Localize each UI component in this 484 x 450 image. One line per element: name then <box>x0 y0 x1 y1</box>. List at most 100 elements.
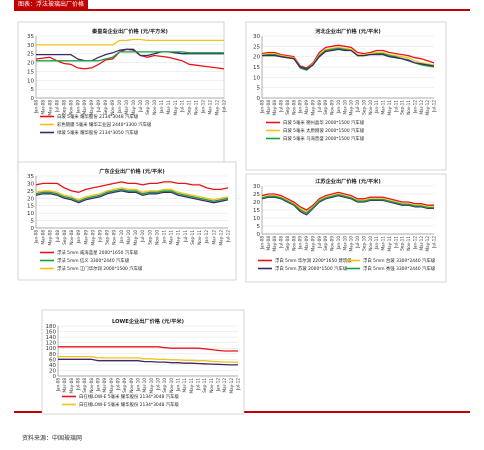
y-tick-label: 30 <box>253 184 260 190</box>
series-line-3 <box>58 358 238 366</box>
x-tick-label: Mar-09 <box>304 100 309 115</box>
top-rule <box>14 9 470 11</box>
x-tick-label: Jul-12 <box>432 236 437 249</box>
y-tick-label: 35 <box>27 174 34 180</box>
x-tick-label: May-11 <box>387 236 392 252</box>
x-tick-label: Mar-12 <box>419 100 424 115</box>
x-tick-label: Mar-12 <box>208 100 213 115</box>
x-tick-label: Sep-08 <box>62 230 67 245</box>
series-line-3 <box>35 187 229 201</box>
x-tick-label: Jan-11 <box>374 100 379 115</box>
y-tick-label: 35 <box>27 34 34 40</box>
x-tick-label: Jul-11 <box>393 236 398 249</box>
x-tick-label: May-10 <box>349 236 354 252</box>
x-tick-label: Jul-09 <box>96 100 101 113</box>
x-tick-label: Jul-10 <box>156 378 161 391</box>
x-tick-label: May-09 <box>310 100 315 116</box>
x-tick-label: Jul-11 <box>180 100 185 113</box>
x-tick-label: Mar-08 <box>40 100 45 115</box>
x-tick-label: Sep-08 <box>82 378 87 393</box>
y-tick-label: 15 <box>27 69 34 75</box>
x-tick-label: Jan-11 <box>374 236 379 251</box>
x-tick-label: Jul-09 <box>317 100 322 113</box>
x-tick-label: Jul-12 <box>226 230 231 243</box>
chart-title: 江苏企业出厂价格 (元/平米) <box>315 177 381 185</box>
x-tick-label: Jul-11 <box>183 230 188 243</box>
x-tick-label: Nov-09 <box>330 236 335 251</box>
x-tick-label: May-08 <box>48 230 53 246</box>
chart-frame <box>245 173 447 283</box>
x-tick-label: Jul-12 <box>236 378 241 391</box>
y-tick-label: 40 <box>49 363 56 369</box>
x-tick-label: Mar-09 <box>82 100 87 115</box>
x-tick-label: Jan-08 <box>34 100 39 115</box>
x-tick-label: Jan-11 <box>162 230 167 245</box>
x-tick-label: Mar-10 <box>124 100 129 115</box>
x-tick-label: May-08 <box>272 100 277 116</box>
y-tick-label: 20 <box>253 200 260 206</box>
series-line-2 <box>36 38 224 46</box>
legend-label: 浮法 5mm 信义 3300*2440 汽车级 <box>57 257 130 264</box>
y-tick-label: 10 <box>253 75 260 81</box>
x-tick-label: Jul-10 <box>355 236 360 249</box>
x-tick-label: Mar-12 <box>211 230 216 245</box>
x-tick-label: Mar-12 <box>222 378 227 393</box>
y-tick-label: 20 <box>49 368 56 374</box>
legend-label: 彩色镀膜 5毫米 耀华工业园 2440*3300 汽车级 <box>57 121 152 128</box>
chart-title: 秦皇岛企业出厂价格 (元/平方米) <box>91 27 168 35</box>
legend-label: 白玻 5毫米 乌海晋盛 2000*1500 汽车级 <box>283 135 365 142</box>
x-tick-label: Jul-10 <box>140 230 145 243</box>
series-line-4 <box>261 194 434 214</box>
series-line-1 <box>58 346 238 352</box>
y-tick-label: 25 <box>27 52 34 58</box>
series-line-2 <box>58 355 238 363</box>
x-tick-label: Jan-08 <box>56 378 61 393</box>
x-tick-label: Mar-08 <box>266 100 271 115</box>
x-tick-label: Sep-10 <box>162 378 167 393</box>
y-tick-label: 25 <box>253 44 260 50</box>
y-tick-label: 0 <box>31 96 35 102</box>
x-tick-label: Jan-12 <box>412 100 417 115</box>
series-line-2 <box>261 46 435 70</box>
y-tick-label: 20 <box>27 61 34 67</box>
y-tick-label: 0 <box>31 226 35 232</box>
x-tick-label: Mar-08 <box>62 378 67 393</box>
x-tick-label: Jul-09 <box>116 378 121 391</box>
x-tick-label: Mar-09 <box>83 230 88 245</box>
x-tick-label: Jan-09 <box>298 100 303 115</box>
x-tick-label: Jul-09 <box>98 230 103 243</box>
legend-label: 浮白 5mm 台玻 3300*2440 汽车级 <box>363 257 436 264</box>
x-tick-label: Nov-10 <box>368 236 373 251</box>
y-tick-label: 15 <box>27 204 34 210</box>
x-tick-label: Nov-08 <box>291 236 296 251</box>
x-tick-label: May-10 <box>149 378 154 394</box>
chart-5: LOWE企业出厂价格 (元/平米) 02040608010012014016018… <box>41 309 245 415</box>
x-tick-label: Nov-09 <box>330 100 335 115</box>
chart-frame <box>245 21 447 171</box>
x-tick-label: Nov-08 <box>68 100 73 115</box>
y-tick-label: 10 <box>27 78 34 84</box>
x-tick-label: Mar-10 <box>342 236 347 251</box>
x-tick-label: Sep-11 <box>187 100 192 115</box>
x-tick-label: Jan-09 <box>75 100 80 115</box>
series-line-1 <box>261 44 435 69</box>
x-tick-label: Jan-08 <box>260 236 265 251</box>
x-tick-label: Jan-12 <box>412 236 417 251</box>
y-tick-label: 20 <box>253 55 260 61</box>
x-tick-label: Nov-10 <box>152 100 157 115</box>
x-tick-label: May-11 <box>173 100 178 116</box>
x-tick-label: Sep-10 <box>361 236 366 251</box>
series-line-3 <box>261 194 434 216</box>
x-tick-label: Mar-11 <box>169 230 174 245</box>
legend-label: 绿玻 5毫米 耀华股份 2134*3050 汽车级 <box>57 129 139 136</box>
x-tick-label: Mar-10 <box>126 230 131 245</box>
x-tick-label: Mar-08 <box>266 236 271 251</box>
x-tick-label: Nov-10 <box>368 100 373 115</box>
legend-label: 浮白 5mm 苏玻 2000*1500 汽车级 <box>275 265 348 272</box>
x-tick-label: Jan-10 <box>336 100 341 115</box>
series-line-1 <box>261 191 434 211</box>
y-tick-label: 25 <box>27 189 34 195</box>
x-tick-label: May-09 <box>109 378 114 394</box>
x-tick-label: May-11 <box>176 230 181 246</box>
